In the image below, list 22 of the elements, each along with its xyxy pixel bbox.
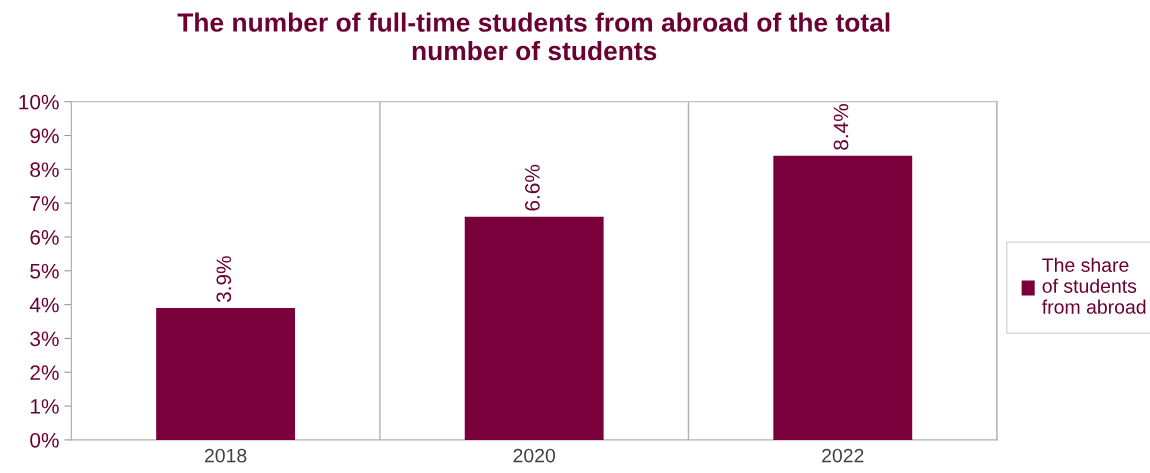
- bar: [773, 155, 913, 440]
- text: 3.9%: [216, 256, 232, 303]
- y-tick-label: 1%: [30, 399, 59, 414]
- y-tick-label: 4%: [29, 297, 59, 313]
- x-tick-label: 2022: [822, 448, 864, 463]
- y-tick-label: 5%: [30, 263, 59, 279]
- text: 6.6%: [525, 164, 540, 211]
- text: 8.4%: [833, 103, 849, 150]
- y-tick-label: 0%: [30, 432, 59, 448]
- y-tick-label: 8%: [30, 162, 59, 178]
- y-tick-label: 7%: [30, 196, 59, 211]
- chart-title: The number of full-time students from abroad of the total number of students: [177, 12, 890, 61]
- y-tick-label: 10%: [19, 94, 59, 110]
- y-tick-label: 3%: [30, 331, 59, 347]
- legend-label: The share of students from abroad: [1042, 257, 1146, 314]
- y-tick-label: 2%: [30, 365, 59, 380]
- y-tick-label: 9%: [30, 128, 59, 144]
- x-tick-label: 2018: [204, 448, 247, 463]
- bar: [156, 307, 296, 440]
- bar: [464, 216, 604, 440]
- y-tick-label: 6%: [30, 229, 59, 245]
- x-tick-label: 2020: [513, 448, 556, 463]
